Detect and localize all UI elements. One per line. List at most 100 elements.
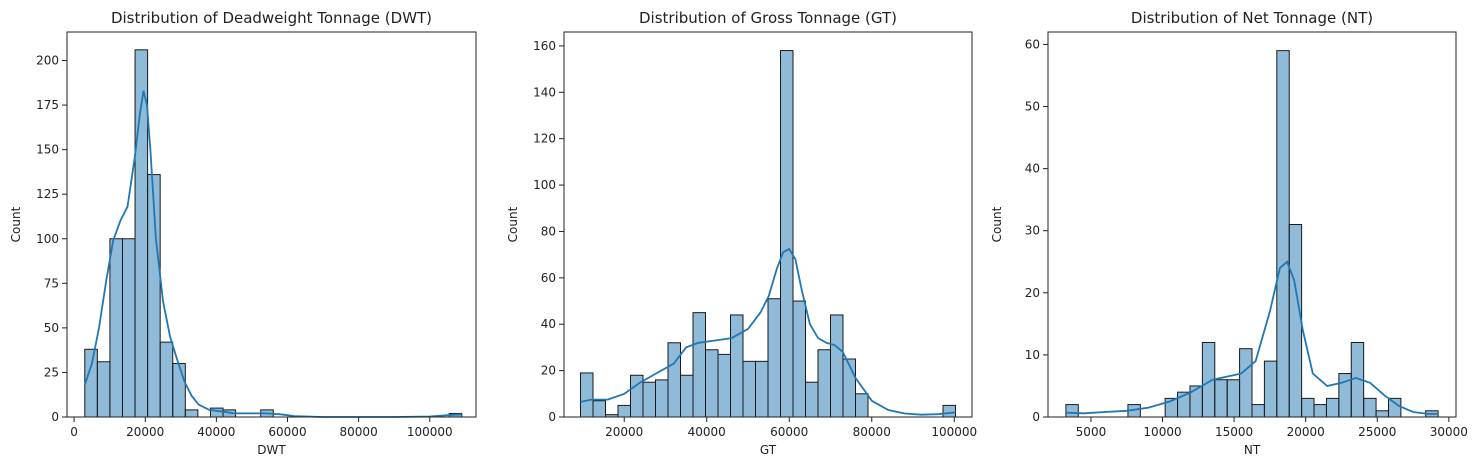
chart-title: Distribution of Deadweight Tonnage (DWT): [111, 9, 432, 27]
histogram-panel-gt: 20000 40000 60000 80000 100000 0 20 40 60 80 100 12…: [506, 9, 977, 457]
x-tick-label: 60000: [770, 425, 808, 439]
x-tick-label: 0: [70, 425, 78, 439]
histogram-bar: [96, 361, 111, 418]
histogram-bar: [84, 348, 98, 418]
histogram-bar: [121, 238, 136, 418]
x-tick-label: 25000: [1358, 425, 1396, 439]
histogram-bar: [1263, 360, 1278, 418]
x-tick-label: 10000: [1143, 425, 1181, 439]
y-tick-label: 100: [36, 232, 59, 246]
y-tick-label: 20: [1025, 286, 1040, 300]
chart-title: Distribution of Gross Tonnage (GT): [639, 9, 897, 27]
histogram-bar: [592, 400, 607, 418]
histogram-bar: [1387, 397, 1402, 418]
x-tick-label: 40000: [688, 425, 726, 439]
kde-line: [580, 247, 956, 416]
histogram-bar: [755, 360, 769, 418]
histogram-bar: [854, 393, 869, 418]
axes-frame: [563, 31, 973, 418]
y-tick-label: 40: [541, 317, 556, 331]
x-tick-label: 100000: [407, 425, 453, 439]
y-tick-label: 0: [1032, 410, 1040, 424]
x-tick-label: 60000: [268, 425, 306, 439]
histogram-bar: [1301, 397, 1315, 418]
y-tick-label: 60: [1025, 37, 1040, 51]
y-tick-label: 175: [36, 98, 59, 112]
histogram-bar: [617, 404, 632, 418]
x-axis-label: GT: [760, 443, 777, 457]
histogram-bar: [942, 404, 956, 418]
y-tick-label: 50: [1025, 100, 1040, 114]
histogram-bar: [1239, 348, 1253, 418]
x-tick-label: 80000: [853, 425, 891, 439]
histogram-bar: [717, 353, 732, 418]
histogram-bar: [655, 379, 669, 418]
histogram-bar: [1288, 224, 1303, 418]
x-tick-label: 100000: [931, 425, 977, 439]
x-axis-label: DWT: [257, 443, 286, 457]
y-tick-label: 20: [541, 364, 556, 378]
x-tick-label: 30000: [1430, 425, 1468, 439]
x-tick-label: 40000: [197, 425, 235, 439]
y-tick-label: 60: [541, 271, 556, 285]
x-tick-label: 20000: [1287, 425, 1325, 439]
histogram-bar: [1189, 385, 1203, 418]
histogram-bar: [730, 314, 744, 418]
y-tick-label: 0: [51, 410, 59, 424]
y-tick-label: 25: [44, 365, 59, 379]
histogram-bar: [1226, 379, 1241, 418]
histogram-bar: [184, 409, 199, 418]
histogram-bar: [692, 312, 707, 418]
histogram-bar: [829, 314, 844, 418]
y-tick-label: 160: [533, 39, 556, 53]
y-tick-label: 0: [548, 410, 556, 424]
y-tick-label: 40: [1025, 162, 1040, 176]
y-tick-label: 200: [36, 54, 59, 68]
y-axis-label: Count: [9, 206, 23, 242]
x-tick-label: 5000: [1076, 425, 1107, 439]
histogram-panel-nt: 5000 10000 15000 20000 25000 30000 0 10 20 30 40 50…: [990, 9, 1468, 457]
x-tick-label: 15000: [1215, 425, 1253, 439]
histogram-bar: [767, 298, 781, 418]
y-tick-label: 140: [533, 85, 556, 99]
x-axis-label: NT: [1244, 443, 1261, 457]
y-tick-label: 120: [533, 132, 556, 146]
kde-line: [1065, 260, 1439, 415]
histogram-bar: [667, 342, 682, 418]
histogram-bar: [580, 372, 594, 418]
histogram-bar: [792, 300, 806, 418]
y-tick-label: 75: [44, 276, 59, 290]
histogram-bar: [804, 381, 819, 418]
histogram-bar: [680, 374, 694, 418]
y-tick-label: 100: [533, 178, 556, 192]
histogram-bar: [109, 238, 123, 418]
y-tick-label: 50: [44, 321, 59, 335]
y-tick-label: 125: [36, 187, 59, 201]
histogram-bar: [705, 349, 719, 418]
histogram-bar: [1363, 397, 1377, 418]
histogram-bar: [172, 363, 186, 418]
histogram-bar: [742, 360, 757, 418]
y-axis-label: Count: [990, 206, 1004, 242]
histogram-bar: [642, 381, 657, 418]
axes-frame: [66, 31, 477, 418]
y-axis-label: Count: [506, 206, 520, 242]
histogram-bar: [817, 349, 831, 418]
y-tick-label: 150: [36, 143, 59, 157]
y-tick-label: 10: [1025, 348, 1040, 362]
histogram-bar: [1065, 404, 1079, 418]
histogram-panel-dwt: 0 20000 40000 60000 80000 100000 0 25 50 75 100 125…: [9, 9, 477, 457]
histogram-bar: [1375, 410, 1389, 418]
axes-frame: [1047, 31, 1457, 418]
y-tick-label: 30: [1025, 224, 1040, 238]
x-tick-label: 20000: [605, 425, 643, 439]
histogram-bar: [1313, 404, 1327, 418]
histogram-bar: [159, 341, 174, 418]
histogram-bar: [1251, 404, 1265, 418]
x-tick-label: 80000: [340, 425, 378, 439]
x-tick-label: 20000: [126, 425, 164, 439]
histogram-bar: [1214, 379, 1228, 418]
histogram-bar: [842, 358, 856, 418]
histogram-bar: [779, 50, 794, 418]
